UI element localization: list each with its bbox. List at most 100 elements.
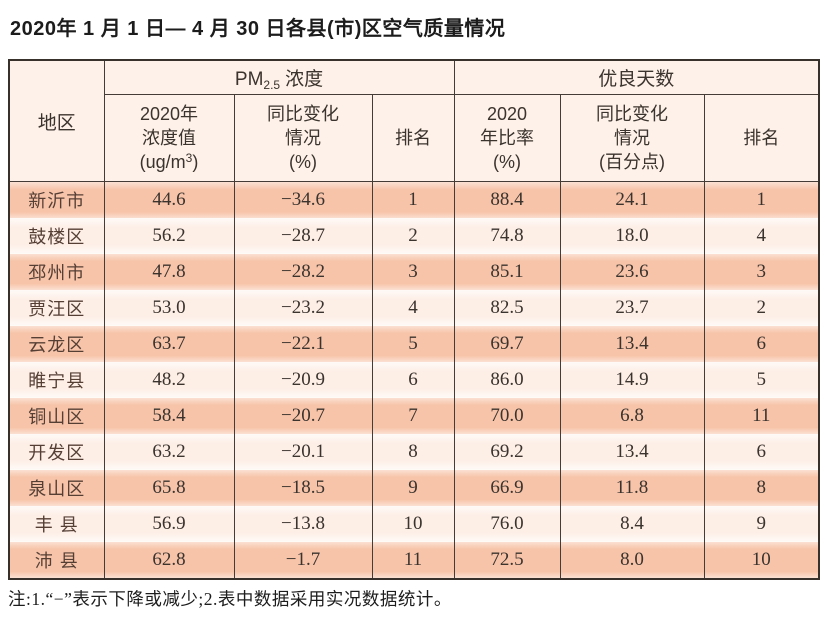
region-cell: 邳州市 — [8, 254, 105, 290]
good-days-ratio-cell: 86.0 — [453, 362, 561, 398]
region-column-header: 地区 — [8, 59, 105, 182]
good-days-ratio-cell: 69.7 — [453, 326, 561, 362]
good-days-change-cell: 13.4 — [559, 326, 705, 362]
pm25-change-header-line3: (%) — [289, 152, 317, 173]
group-header-row: 地区 PM2.5 浓度 优良天数 — [8, 59, 820, 182]
good-days-rank-column-header: 排名 — [703, 94, 820, 182]
pm25-value-cell: 58.4 — [103, 398, 235, 434]
good-days-change-cell: 14.9 — [559, 362, 705, 398]
pm25-value-cell: 63.7 — [103, 326, 235, 362]
table-row: 贾汪区 53.0 −23.2 4 82.5 23.7 2 — [8, 290, 820, 326]
region-cell: 铜山区 — [8, 398, 105, 434]
region-cell: 贾汪区 — [8, 290, 105, 326]
good-days-ratio-column-header: 2020 年比率 (%) — [453, 94, 561, 182]
good-days-ratio-cell: 69.2 — [453, 434, 561, 470]
good-days-rank-cell: 4 — [703, 218, 820, 254]
table-row: 新沂市 44.6 −34.6 1 88.4 24.1 1 — [8, 181, 820, 218]
pm25-rank-cell: 11 — [371, 542, 455, 579]
pm25-change-cell: −23.2 — [233, 290, 373, 326]
pm25-rank-cell: 2 — [371, 218, 455, 254]
region-cell: 丰 县 — [8, 506, 105, 542]
pm25-change-cell: −22.1 — [233, 326, 373, 362]
good-days-rank-cell: 5 — [703, 362, 820, 398]
pm25-value-column-header: 2020年 浓度值 (ug/m3) — [103, 94, 235, 182]
good-days-change-cell: 11.8 — [559, 470, 705, 506]
pm25-rank-cell: 3 — [371, 254, 455, 290]
good-days-ratio-header-line2: 年比率 — [480, 127, 534, 148]
good-days-rank-cell: 3 — [703, 254, 820, 290]
pm25-rank-cell: 4 — [371, 290, 455, 326]
good-days-change-header-line3: (百分点) — [599, 152, 665, 173]
region-cell: 睢宁县 — [8, 362, 105, 398]
pm25-value-cell: 65.8 — [103, 470, 235, 506]
pm25-label-prefix: PM — [234, 69, 264, 90]
good-days-change-cell: 8.4 — [559, 506, 705, 542]
good-days-rank-cell: 6 — [703, 434, 820, 470]
pm25-value-header-line1: 2020年 — [139, 103, 199, 124]
footnote: 注:1.“−”表示下降或减少;2.表中数据采用实况数据统计。 — [8, 589, 452, 609]
pm25-group-header: PM2.5 浓度 — [103, 59, 455, 95]
pm25-rank-cell: 10 — [371, 506, 455, 542]
good-days-change-header-line2: 情况 — [614, 127, 650, 148]
good-days-rank-cell: 8 — [703, 470, 820, 506]
pm25-label-suffix: 浓度 — [285, 69, 324, 90]
pm25-value-cell: 56.2 — [103, 218, 235, 254]
table-row: 睢宁县 48.2 −20.9 6 86.0 14.9 5 — [8, 362, 820, 398]
table-row: 云龙区 63.7 −22.1 5 69.7 13.4 6 — [8, 326, 820, 362]
pm25-change-cell: −28.7 — [233, 218, 373, 254]
pm25-rank-column-header: 排名 — [371, 94, 455, 182]
region-cell: 泉山区 — [8, 470, 105, 506]
pm25-change-cell: −13.8 — [233, 506, 373, 542]
good-days-rank-cell: 10 — [703, 542, 820, 579]
good-days-ratio-cell: 74.8 — [453, 218, 561, 254]
table-body: 新沂市 44.6 −34.6 1 88.4 24.1 1 鼓楼区 56.2 −28.7 2 74.8 1… — [8, 181, 820, 579]
good-days-rank-cell: 9 — [703, 506, 820, 542]
region-cell: 云龙区 — [8, 326, 105, 362]
pm25-value-header-unit: (ug/m3) — [139, 151, 199, 173]
pm25-value-cell: 53.0 — [103, 290, 235, 326]
pm25-change-column-header: 同比变化 情况 (%) — [233, 94, 373, 182]
region-cell: 开发区 — [8, 434, 105, 470]
table-row: 泉山区 65.8 −18.5 9 66.9 11.8 8 — [8, 470, 820, 506]
page-title: 2020年 1 月 1 日— 4 月 30 日各县(市)区空气质量情况 — [10, 18, 506, 40]
table-header: 地区 PM2.5 浓度 优良天数 2020年 浓度值 (ug/m3) 同比变化 情… — [8, 59, 820, 182]
region-cell: 鼓楼区 — [8, 218, 105, 254]
good-days-ratio-cell: 66.9 — [453, 470, 561, 506]
sub-header-row: 2020年 浓度值 (ug/m3) 同比变化 情况 (%) 排名 2020 年比… — [9, 94, 820, 182]
good-days-ratio-header-line1: 2020 — [486, 103, 528, 124]
good-days-ratio-cell: 88.4 — [453, 181, 561, 218]
pm25-change-cell: −20.1 — [233, 434, 373, 470]
good-days-change-cell: 8.0 — [559, 542, 705, 579]
good-days-change-cell: 13.4 — [559, 434, 705, 470]
pm25-change-cell: −1.7 — [233, 542, 373, 579]
pm25-rank-cell: 7 — [371, 398, 455, 434]
pm25-change-header-line2: 情况 — [285, 127, 321, 148]
table-row: 开发区 63.2 −20.1 8 69.2 13.4 6 — [8, 434, 820, 470]
table-row: 邳州市 47.8 −28.2 3 85.1 23.6 3 — [8, 254, 820, 290]
good-days-ratio-cell: 85.1 — [453, 254, 561, 290]
good-days-rank-cell: 1 — [703, 181, 820, 218]
pm25-value-cell: 56.9 — [103, 506, 235, 542]
pm25-rank-cell: 5 — [371, 326, 455, 362]
table-row: 沛 县 62.8 −1.7 11 72.5 8.0 10 — [8, 542, 820, 579]
pm25-change-cell: −20.9 — [233, 362, 373, 398]
pm25-rank-cell: 6 — [371, 362, 455, 398]
pm25-rank-cell: 1 — [371, 181, 455, 218]
good-days-group-header: 优良天数 — [453, 59, 820, 95]
pm25-change-header-line1: 同比变化 — [267, 103, 339, 124]
pm25-value-cell: 48.2 — [103, 362, 235, 398]
good-days-ratio-header-line3: (%) — [493, 152, 521, 173]
good-days-change-cell: 6.8 — [559, 398, 705, 434]
pm25-change-cell: −28.2 — [233, 254, 373, 290]
pm25-value-cell: 62.8 — [103, 542, 235, 579]
good-days-rank-cell: 2 — [703, 290, 820, 326]
good-days-ratio-cell: 76.0 — [453, 506, 561, 542]
table-row: 鼓楼区 56.2 −28.7 2 74.8 18.0 4 — [8, 218, 820, 254]
table-row: 丰 县 56.9 −13.8 10 76.0 8.4 9 — [8, 506, 820, 542]
pm25-rank-cell: 9 — [371, 470, 455, 506]
good-days-ratio-cell: 72.5 — [453, 542, 561, 579]
good-days-change-cell: 23.6 — [559, 254, 705, 290]
good-days-ratio-cell: 82.5 — [453, 290, 561, 326]
pm25-value-cell: 47.8 — [103, 254, 235, 290]
